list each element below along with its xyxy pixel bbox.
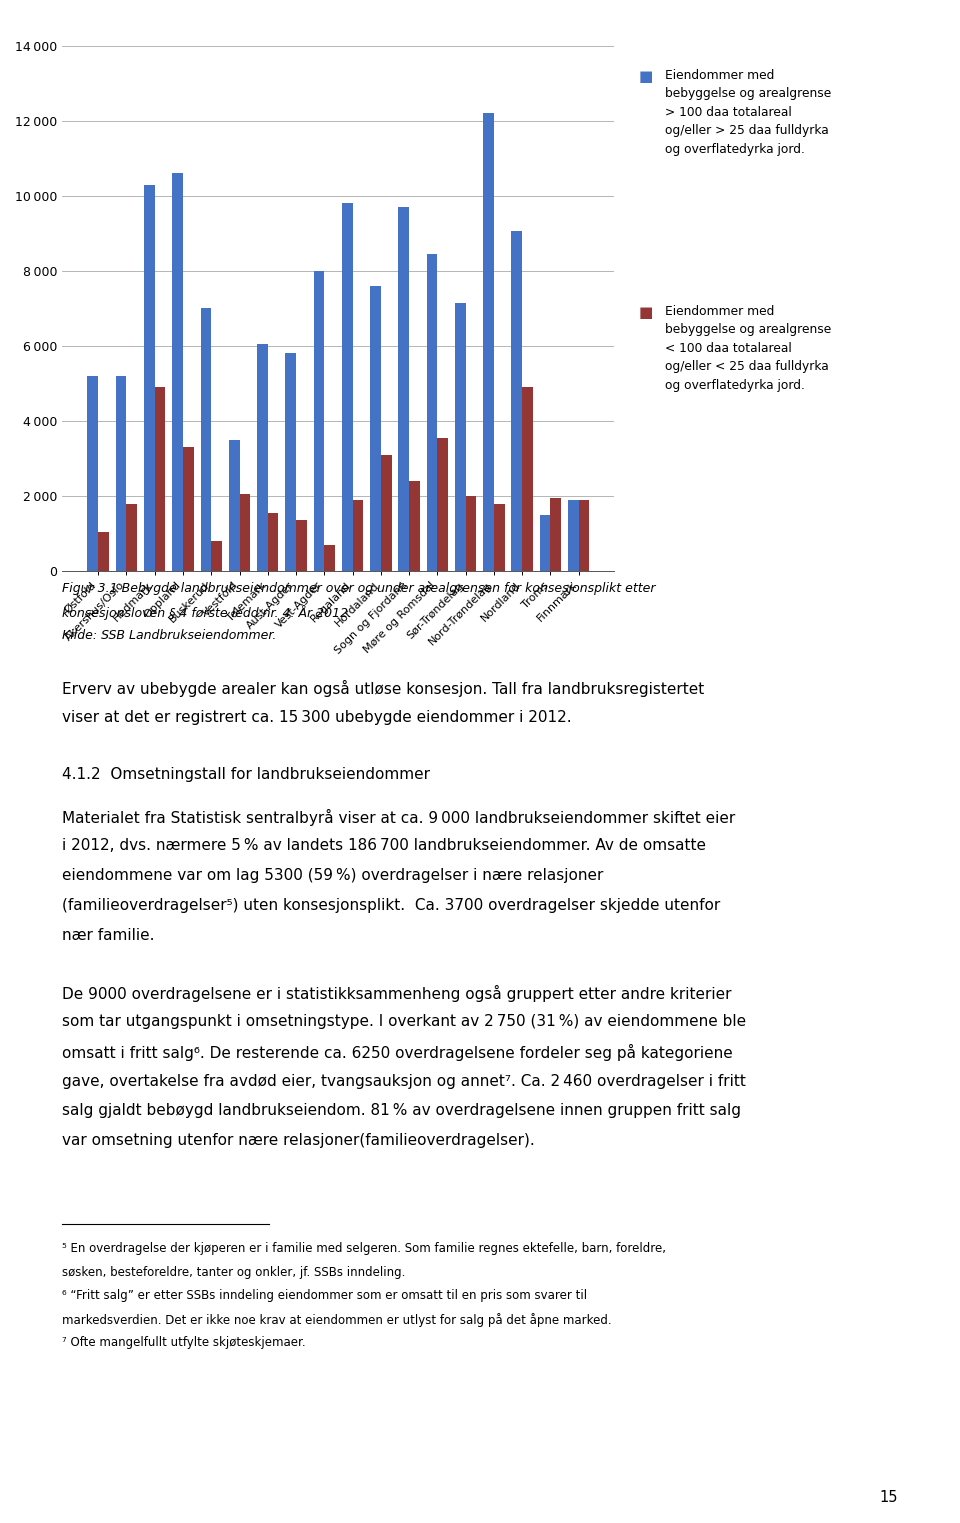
Text: søsken, besteforeldre, tanter og onkler, jf. SSBs inndeling.: søsken, besteforeldre, tanter og onkler,… <box>62 1266 406 1279</box>
Text: omsatt i fritt salg⁶. De resterende ca. 6250 overdragelsene fordeler seg på kate: omsatt i fritt salg⁶. De resterende ca. … <box>62 1045 733 1062</box>
Text: De 9000 overdragelsene er i statistikksammenheng også gruppert etter andre krite: De 9000 overdragelsene er i statistikksa… <box>62 984 732 1002</box>
Bar <box>228 440 239 571</box>
Bar <box>314 271 324 571</box>
Bar <box>201 309 211 571</box>
Bar <box>455 303 466 571</box>
Bar <box>426 254 438 571</box>
Text: viser at det er registrert ca. 15 300 ubebygde eiendommer i 2012.: viser at det er registrert ca. 15 300 ub… <box>62 710 572 725</box>
Bar <box>285 353 296 571</box>
Text: ■: ■ <box>638 69 653 84</box>
Bar <box>127 504 137 571</box>
Text: ⁷ Ofte mangelfullt utfylte skjøteskjemaer.: ⁷ Ofte mangelfullt utfylte skjøteskjemae… <box>62 1337 306 1349</box>
Bar <box>370 286 381 571</box>
Bar <box>579 500 589 571</box>
Text: ⁶ “Fritt salg” er etter SSBs inndeling eiendommer som er omsatt til en pris som : ⁶ “Fritt salg” er etter SSBs inndeling e… <box>62 1288 588 1302</box>
Bar <box>172 174 183 571</box>
Text: i 2012, dvs. nærmere 5 % av landets 186 700 landbrukseiendommer. Av de omsatte: i 2012, dvs. nærmere 5 % av landets 186 … <box>62 838 707 853</box>
Text: salg gjaldt bebøygd landbrukseiendom. 81 % av overdragelsene innen gruppen fritt: salg gjaldt bebøygd landbrukseiendom. 81… <box>62 1103 741 1118</box>
Bar <box>352 500 363 571</box>
Bar <box>398 207 409 571</box>
Text: 15: 15 <box>879 1489 898 1505</box>
Bar <box>296 521 307 571</box>
Bar <box>409 481 420 571</box>
Text: Materialet fra Statistisk sentralbyrå viser at ca. 9 000 landbrukseiendommer ski: Materialet fra Statistisk sentralbyrå vi… <box>62 809 735 825</box>
Text: konsesjonsloven § 4 første ledd nr. 4. År 2012.: konsesjonsloven § 4 første ledd nr. 4. Å… <box>62 605 352 620</box>
Bar <box>493 504 505 571</box>
Bar <box>144 184 155 571</box>
Text: (familieoverdragelser⁵) uten konsesjonsplikt.  Ca. 3700 overdragelser skjedde ut: (familieoverdragelser⁵) uten konsesjonsp… <box>62 897 721 912</box>
Text: Eiendommer med
bebyggelse og arealgrense
< 100 daa totalareal
og/eller < 25 daa : Eiendommer med bebyggelse og arealgrense… <box>665 305 831 391</box>
Bar <box>466 496 476 571</box>
Text: nær familie.: nær familie. <box>62 928 155 943</box>
Text: Eiendommer med
bebyggelse og arealgrense
> 100 daa totalareal
og/eller > 25 daa : Eiendommer med bebyggelse og arealgrense… <box>665 69 831 155</box>
Bar <box>522 387 533 571</box>
Text: Figur 3.1 Bebygde landbrukseiendommer over og under arealgrensen for konsesjonsp: Figur 3.1 Bebygde landbrukseiendommer ov… <box>62 582 656 595</box>
Bar <box>239 493 251 571</box>
Bar <box>512 231 522 571</box>
Bar <box>381 455 392 571</box>
Bar <box>257 344 268 571</box>
Text: markedsverdien. Det er ikke noe krav at eiendommen er utlyst for salg på det åpn: markedsverdien. Det er ikke noe krav at … <box>62 1313 612 1327</box>
Bar <box>268 513 278 571</box>
Text: ⁵ En overdragelse der kjøperen er i familie med selgeren. Som familie regnes ekt: ⁵ En overdragelse der kjøperen er i fami… <box>62 1243 666 1255</box>
Text: Erverv av ubebygde arealer kan også utløse konsesjon. Tall fra landbruksregister: Erverv av ubebygde arealer kan også utlø… <box>62 679 705 698</box>
Text: gave, overtakelse fra avdød eier, tvangsauksjon og annet⁷. Ca. 2 460 overdragels: gave, overtakelse fra avdød eier, tvangs… <box>62 1074 746 1089</box>
Bar <box>342 204 352 571</box>
Bar <box>183 448 194 571</box>
Text: som tar utgangspunkt i omsetningstype. I overkant av 2 750 (31 %) av eiendommene: som tar utgangspunkt i omsetningstype. I… <box>62 1014 747 1030</box>
Bar <box>211 541 222 571</box>
Bar <box>567 500 579 571</box>
Text: var omsetning utenfor nære relasjoner(familieoverdragelser).: var omsetning utenfor nære relasjoner(fa… <box>62 1133 535 1148</box>
Bar <box>540 515 550 571</box>
Text: 4.1.2  Omsetningstall for landbrukseiendommer: 4.1.2 Omsetningstall for landbrukseiendo… <box>62 766 430 781</box>
Bar <box>98 532 109 571</box>
Bar <box>155 387 165 571</box>
Bar <box>550 498 561 571</box>
Text: eiendommene var om lag 5300 (59 %) overdragelser i nære relasjoner: eiendommene var om lag 5300 (59 %) overd… <box>62 868 604 883</box>
Bar <box>438 439 448 571</box>
Bar <box>116 376 127 571</box>
Bar <box>324 545 335 571</box>
Bar <box>87 376 98 571</box>
Bar <box>483 113 493 571</box>
Text: Kilde: SSB Landbrukseiendommer.: Kilde: SSB Landbrukseiendommer. <box>62 629 276 643</box>
Text: ■: ■ <box>638 305 653 320</box>
